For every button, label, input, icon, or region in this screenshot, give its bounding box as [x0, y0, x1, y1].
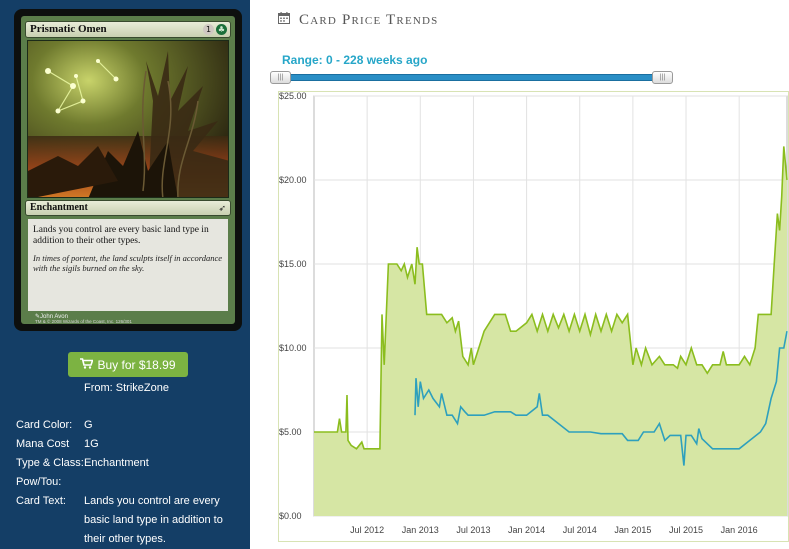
x-tick-label: Jan 2014: [508, 525, 545, 535]
x-tick-label: Jan 2015: [614, 525, 651, 535]
slider-handle-start[interactable]: |||: [270, 71, 291, 84]
set-symbol-icon: ➶: [218, 203, 226, 213]
type-class-label: Type & Class:: [16, 457, 84, 469]
green-mana-icon: ♣: [216, 24, 227, 35]
card-type-bar: Enchantment ➶: [25, 200, 231, 216]
mana-cost-value: 1G: [84, 438, 99, 450]
card-copyright: TM & © 2008 Wizards of the Coast, Inc. 1…: [35, 319, 132, 324]
card-type-line: Enchantment: [30, 202, 88, 213]
card-art: [27, 40, 229, 198]
x-tick-label: Jan 2013: [402, 525, 439, 535]
y-tick-label: $10.00: [279, 343, 307, 353]
y-tick-label: $20.00: [279, 175, 307, 185]
y-tick-label: $0.00: [279, 511, 302, 521]
buy-button-label: Buy for $18.99: [97, 357, 176, 372]
generic-mana-icon: 1: [203, 24, 214, 35]
y-tick-label: $15.00: [279, 259, 307, 269]
card-flavor-text: In times of portent, the land sculpts it…: [33, 253, 223, 273]
card-image: Prismatic Omen 1 ♣: [14, 9, 242, 331]
card-artwork-illustration: [28, 41, 228, 197]
range-label: Range: 0 - 228 weeks ago: [282, 53, 428, 67]
card-text-label: Card Text:: [16, 495, 66, 507]
card-rules-text: Lands you control are every basic land t…: [33, 225, 209, 246]
mana-cost-label: Mana Cost: [16, 438, 70, 450]
price-trend-chart: $0.00 $5.00 $10.00 $15.00 $20.00 $25.00 Jul 20…: [278, 91, 789, 542]
card-color-label: Card Color:: [16, 419, 73, 431]
series-line-blue: [414, 331, 788, 466]
series-line-green: [314, 146, 788, 450]
buy-button[interactable]: Buy for $18.99: [68, 352, 188, 377]
y-tick-label: $25.00: [279, 91, 307, 101]
card-text-box: Lands you control are every basic land t…: [28, 219, 228, 311]
card-text-value: Lands you control are every basic land t…: [84, 495, 223, 545]
card-title-bar: Prismatic Omen 1 ♣: [25, 21, 231, 38]
calendar-icon: [278, 11, 290, 29]
card-mana-cost: 1 ♣: [203, 24, 227, 35]
x-tick-label: Jul 2015: [669, 525, 703, 535]
pow-tou-label: Pow/Tou:: [16, 476, 62, 488]
x-tick-label: Jul 2013: [456, 525, 490, 535]
slider-track[interactable]: [273, 74, 672, 81]
card-name: Prismatic Omen: [30, 23, 107, 35]
card-color-value: G: [84, 419, 93, 431]
section-title: Card Price Trends: [299, 11, 439, 28]
section-header: Card Price Trends: [278, 11, 438, 29]
card-frame-inner: Prismatic Omen 1 ♣: [21, 16, 235, 324]
card-info-panel: Prismatic Omen 1 ♣: [0, 0, 250, 549]
x-tick-label: Jan 2016: [721, 525, 758, 535]
type-class-value: Enchantment: [84, 457, 149, 469]
slider-handle-end[interactable]: |||: [652, 71, 673, 84]
card-artist: ✎John Avon: [35, 314, 68, 320]
series-area-green: [314, 146, 787, 516]
x-tick-label: Jul 2014: [563, 525, 597, 535]
shopping-cart-icon: [80, 357, 95, 372]
x-tick-label: Jul 2012: [350, 525, 384, 535]
seller-name: From: StrikeZone: [84, 382, 169, 394]
y-tick-label: $5.00: [279, 427, 302, 437]
range-slider[interactable]: ||| |||: [270, 71, 675, 84]
